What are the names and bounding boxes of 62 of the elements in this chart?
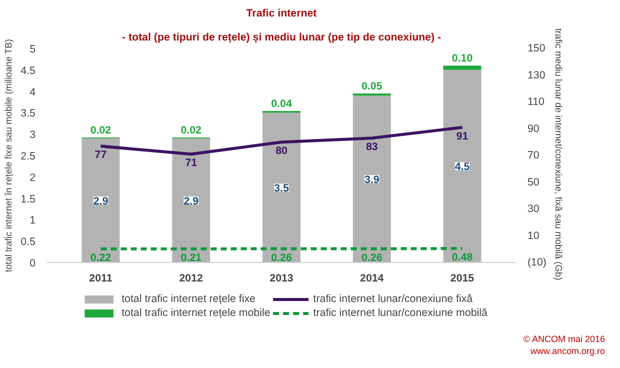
y2-tick-label: 50 (528, 176, 540, 188)
chart-title: Trafic internet (246, 8, 318, 20)
bar (82, 138, 120, 262)
text: www.ancom.org.ro (530, 346, 605, 356)
bar (262, 112, 300, 262)
y2-tick-label: 110 (528, 96, 545, 108)
x-tick-label: 2015 (450, 272, 474, 284)
y2-tick-label: 130 (528, 69, 546, 82)
y2-tick-label: 10 (528, 230, 540, 242)
bar (172, 138, 210, 262)
data-label: 77 (94, 149, 107, 162)
y-tick-label: 4.5 (20, 64, 36, 77)
legend-label: total trafic internet rețele fixe (122, 293, 256, 305)
data-label: 0.48 (452, 251, 473, 264)
data-label: 3.9 (364, 174, 380, 186)
data-label: 2.9 (93, 195, 108, 208)
legend-label: trafic internet lunar/conexiune fixă (313, 293, 473, 305)
y2-tick-label: 30 (528, 203, 540, 215)
y-tick-label: 1 (30, 214, 36, 227)
legend-label: trafic internet lunar/conexiune mobilă (313, 307, 488, 319)
data-label: 91 (456, 130, 468, 142)
bar (443, 66, 482, 70)
x-tick-label: 2012 (179, 272, 204, 284)
y2-axis-title: trafic mediu lunar de internet/conexiune, fixă sau mobilă (Gb) (553, 28, 564, 280)
data-label: 0.02 (90, 124, 112, 137)
chart-subtitle: - total (pe tipuri de rețele) și mediu lunar (pe tip de conexiune) - (122, 32, 442, 44)
data-label: 0.26 (362, 252, 382, 264)
y2-tick-label: (10) (528, 256, 546, 268)
x-tick-label: 2014 (360, 272, 384, 284)
y-tick-label: 0 (30, 258, 36, 270)
y-tick-label: 0.5 (20, 236, 36, 248)
data-label: 3.5 (274, 182, 289, 195)
data-label: 4.5 (454, 161, 470, 174)
legend-label: total trafic internet rețele mobile (122, 307, 270, 319)
y2-tick-label: 90 (528, 122, 540, 135)
y-axis-title: total trafic internet în rețele fixe sau mobile (milioane TB) (4, 39, 14, 272)
data-label: 0.26 (271, 252, 292, 264)
y2-tick-label: 150 (528, 42, 546, 54)
x-tick-label: 2013 (270, 272, 294, 284)
y-tick-label: 5 (30, 44, 36, 56)
y-tick-label: 3 (30, 129, 36, 142)
y-tick-label: 4 (30, 86, 36, 98)
data-label: 0.22 (90, 252, 112, 264)
y-tick-label: 2.5 (20, 150, 36, 162)
data-label: 83 (366, 141, 378, 154)
data-label: 0.10 (452, 52, 473, 65)
bar (443, 70, 482, 262)
data-label: 0.02 (180, 124, 202, 137)
y2-tick-label: 70 (528, 150, 540, 162)
x-tick-label: 2011 (89, 272, 112, 284)
data-label: 80 (276, 145, 288, 158)
data-label: 0.05 (362, 80, 382, 92)
data-label: 2.9 (184, 195, 199, 208)
data-label: 71 (185, 157, 198, 170)
bar (352, 96, 391, 262)
text: © ANCOM mai 2016 (523, 334, 605, 344)
y-tick-label: 2 (30, 172, 36, 184)
bar (352, 93, 391, 96)
data-label: 0.04 (271, 98, 292, 110)
y-tick-label: 1.5 (20, 193, 36, 206)
y-tick-label: 3.5 (20, 108, 36, 120)
data-label: 0.21 (180, 252, 202, 264)
